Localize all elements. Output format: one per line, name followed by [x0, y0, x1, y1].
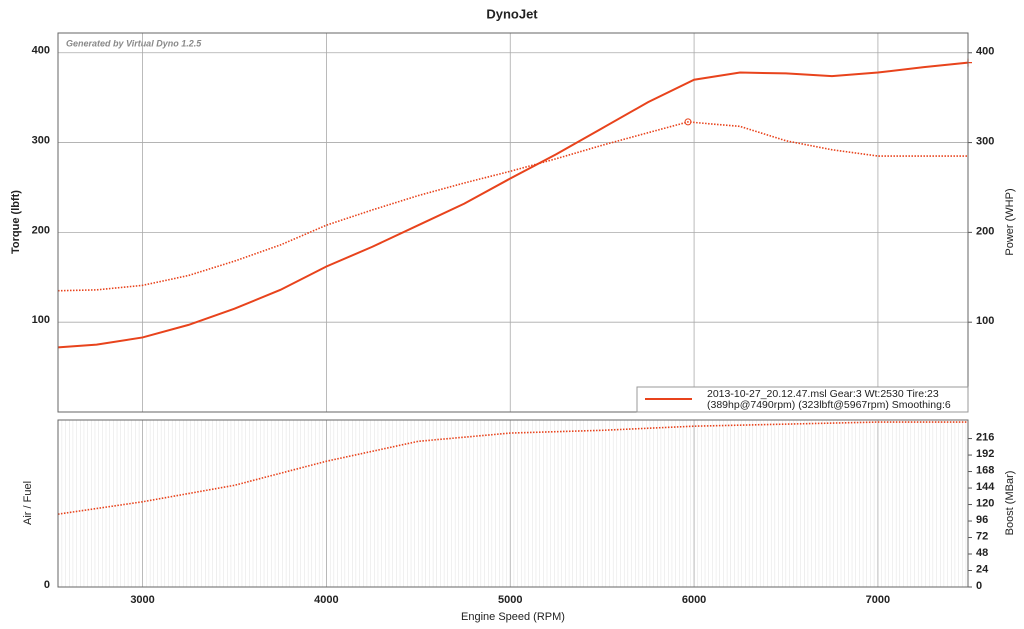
y-tick-label: 200 [32, 224, 50, 236]
x-tick-label: 7000 [866, 594, 890, 606]
x-tick-label: 3000 [130, 594, 154, 606]
peak-marker [684, 118, 692, 126]
minor-grid [58, 420, 968, 587]
y2-tick-label: 200 [976, 225, 994, 237]
legend [636, 386, 969, 413]
y2-tick-label: 192 [976, 448, 994, 460]
x-tick-label: 4000 [314, 594, 338, 606]
x-tick-label: 5000 [498, 594, 522, 606]
y2-axis-label: Boost (MBar) [1004, 471, 1016, 536]
y2-tick-label: 120 [976, 497, 994, 509]
x-axis-label: Engine Speed (RPM) [461, 611, 565, 623]
series-line [57, 61, 969, 349]
y2-tick-label: 96 [976, 514, 988, 526]
series-line [57, 121, 968, 292]
legend-text: (389hp@7490rpm) (323lbft@5967rpm) Smooth… [707, 399, 951, 411]
y2-tick-label: 144 [976, 481, 995, 493]
y2-tick-label: 300 [976, 135, 994, 147]
y2-tick-label: 72 [976, 530, 988, 542]
y2-tick-label: 168 [976, 464, 994, 476]
x-tick-label: 6000 [682, 594, 706, 606]
y2-tick-label: 400 [976, 46, 994, 58]
y2-tick-label: 216 [976, 431, 994, 443]
y-axis-label: Torque (lbft) [10, 190, 22, 254]
y-tick-label: 0 [44, 579, 50, 591]
annotation: Generated by Virtual Dyno 1.2.5 [66, 38, 202, 48]
y2-tick-label: 0 [976, 580, 982, 592]
chart-title: DynoJet [486, 6, 538, 21]
y-tick-label: 300 [32, 134, 50, 146]
plot-frame [57, 419, 969, 588]
y2-tick-label: 48 [976, 547, 988, 559]
plot-frame [57, 32, 969, 413]
y-tick-label: 400 [32, 45, 50, 57]
y2-tick-label: 100 [976, 315, 994, 327]
y2-tick-label: 24 [976, 563, 989, 575]
y-axis-label: Air / Fuel [22, 481, 34, 525]
legend-text: 2013-10-27_20.12.47.msl Gear:3 Wt:2530 T… [707, 388, 939, 400]
y-tick-label: 100 [32, 314, 50, 326]
series-line [57, 421, 968, 515]
y2-axis-label: Power (WHP) [1004, 188, 1016, 255]
